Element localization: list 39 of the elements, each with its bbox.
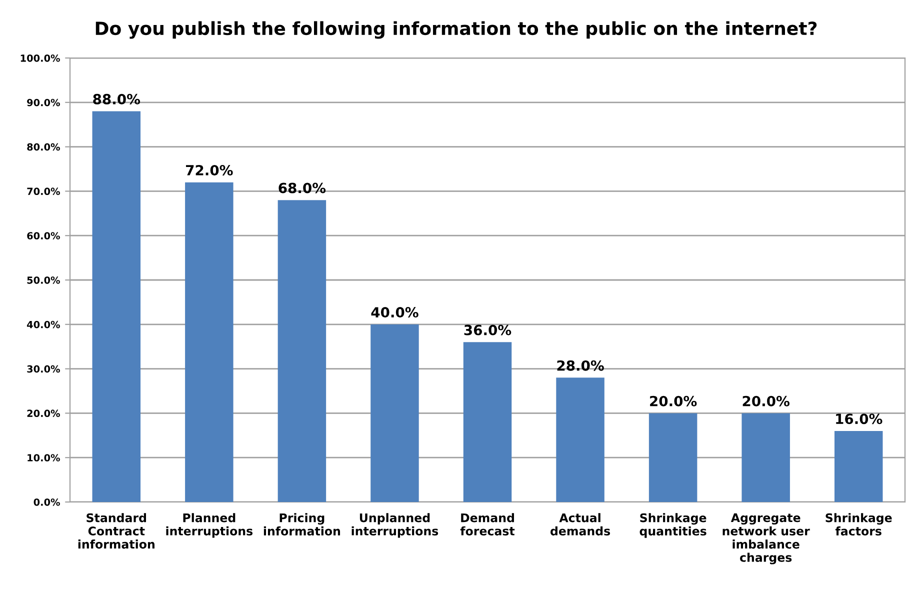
bar [742,413,790,502]
bar [834,430,883,502]
x-tick-label: Unplanned interruptions [352,513,438,538]
bar [278,200,326,502]
chart-title: Do you publish the following information to the public on the internet? [96,21,817,39]
bar [648,413,698,502]
data-label: 40.0% [371,307,418,318]
data-label: 72.0% [186,164,233,176]
y-tick-label: 20.0% [27,410,60,418]
data-label: 20.0% [650,396,697,406]
bar [92,111,141,502]
x-tick-label: Planned interruptions [166,513,253,538]
data-label: 68.0% [278,182,326,194]
x-tick-label: Shrinkage quantities [640,513,706,538]
data-label: 36.0% [464,324,512,336]
bar [370,324,419,502]
bar [556,378,604,502]
x-tick-label: Aggregate network user imbalance charges [722,513,810,564]
y-tick-label: 70.0% [27,188,60,196]
y-tick-label: 80.0% [27,143,60,151]
x-tick-label: Standard Contract information [78,513,154,549]
y-tick-label: 0.0% [34,498,60,506]
x-tick-label: Actual demands [550,513,610,536]
y-tick-label: 40.0% [26,320,60,328]
y-tick-label: 100.0% [20,54,60,62]
y-tick-label: 60.0% [27,232,60,240]
y-tick-label: 10.0% [28,454,60,462]
x-tick-label: Pricing information [264,513,340,536]
x-tick-label: Demand forecast [460,513,515,536]
y-tick-label: 50.0% [27,276,60,284]
y-tick-label: 30.0% [27,365,60,373]
bar [463,342,512,502]
data-label: 20.0% [742,396,790,406]
x-tick-label: Shrinkage factors [826,513,892,536]
data-label: 28.0% [557,360,604,371]
bar [185,182,234,502]
data-label: 16.0% [836,414,882,424]
data-label: 88.0% [93,94,140,104]
y-tick-label: 90.0% [27,98,60,106]
